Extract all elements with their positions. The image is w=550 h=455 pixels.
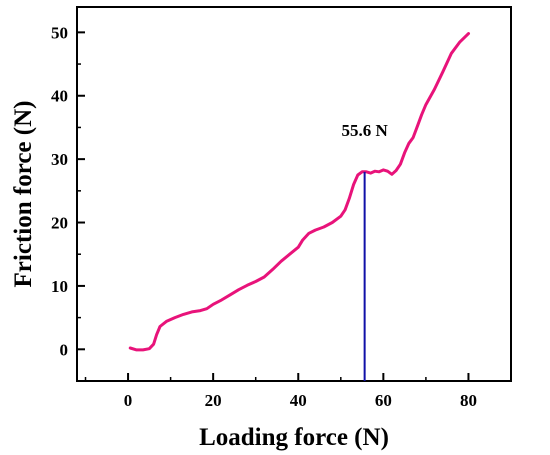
y-tick-label: 20 (51, 214, 68, 233)
x-tick-label: 80 (460, 391, 477, 410)
x-tick-label: 60 (375, 391, 392, 410)
plot-frame (76, 6, 512, 382)
y-tick-label: 30 (51, 150, 68, 169)
x-tick-label: 0 (124, 391, 133, 410)
y-tick-label: 0 (60, 340, 69, 359)
y-axis-ticks: 0 10 20 30 40 50 (51, 23, 85, 359)
y-axis-title: Friction force (N) (10, 101, 37, 288)
x-tick-label: 20 (205, 391, 222, 410)
y-tick-label: 10 (51, 277, 68, 296)
series-layer (128, 32, 470, 352)
annotation-label: 55.6 N (341, 121, 388, 140)
y-tick-label: 40 (51, 87, 68, 106)
x-axis-title: Loading force (N) (199, 424, 389, 451)
x-tick-label: 40 (290, 391, 307, 410)
y-tick-label: 50 (51, 23, 68, 42)
series-line (128, 32, 470, 352)
annotation-layer: 55.6 N (341, 121, 388, 381)
x-axis-ticks: 0 20 40 60 80 (84, 373, 477, 410)
